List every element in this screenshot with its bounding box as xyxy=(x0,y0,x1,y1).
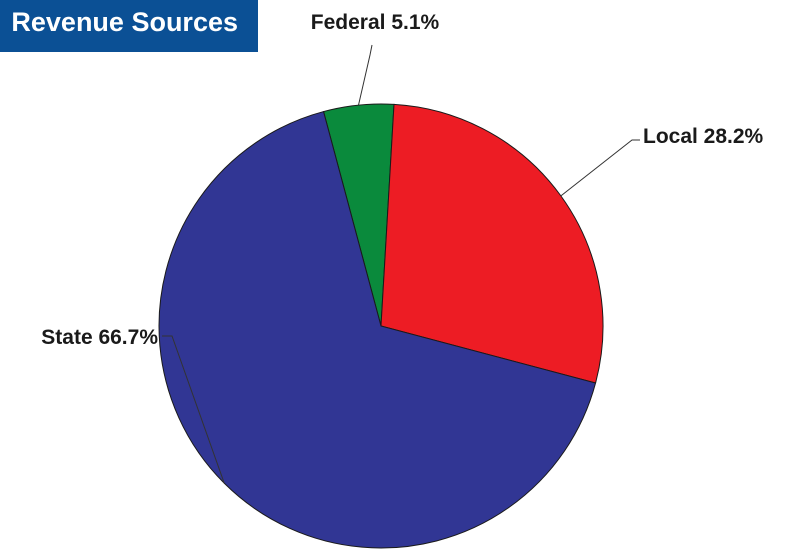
pie-labels: Federal 5.1% Local 28.2% State 66.7% xyxy=(41,11,764,484)
pie-slice-local xyxy=(380,103,604,384)
slice-label-local: Local 28.2% xyxy=(643,125,764,148)
leader-line-state xyxy=(162,335,225,484)
leader-line-federal xyxy=(358,44,373,106)
pie-slices xyxy=(158,103,604,549)
chart-title-banner: Revenue Sources xyxy=(0,0,258,52)
slice-label-federal: Federal 5.1% xyxy=(311,11,440,34)
leader-line-local xyxy=(560,139,640,197)
chart-title: Revenue Sources xyxy=(11,7,238,37)
slice-label-state: State 66.7% xyxy=(41,326,158,349)
